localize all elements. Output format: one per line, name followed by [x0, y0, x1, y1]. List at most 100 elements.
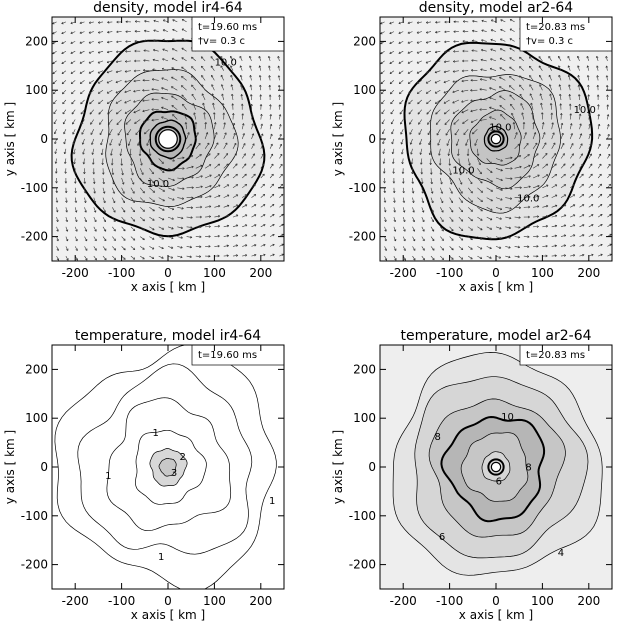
velocity-arrow: [408, 99, 413, 105]
velocity-arrow: [505, 216, 512, 219]
velocity-arrow: [477, 236, 483, 240]
info-line: t=20.83 ms: [526, 22, 585, 33]
velocity-arrow: [102, 236, 107, 241]
velocity-arrow: [559, 94, 562, 101]
panel-4: 4 6 8 10 8 6 t=20.83 ms -200 -100 0 100 200 -200 -100…: [331, 328, 613, 622]
velocity-arrow: [416, 31, 422, 34]
velocity-arrow: [570, 244, 576, 247]
velocity-arrow: [125, 119, 132, 125]
velocity-arrow: [570, 234, 576, 237]
velocity-arrow: [65, 255, 69, 261]
velocity-arrow: [181, 47, 187, 52]
velocity-arrow: [167, 207, 175, 210]
velocity-arrow: [529, 65, 534, 71]
velocity-arrow: [569, 133, 573, 140]
velocity-arrow: [579, 153, 583, 159]
velocity-arrow: [479, 119, 487, 121]
velocity-arrow: [539, 75, 543, 81]
velocity-arrow: [84, 187, 86, 194]
velocity-arrow: [472, 20, 478, 23]
velocity-arrow: [251, 214, 257, 218]
velocity-arrow: [435, 109, 441, 115]
velocity-arrow: [62, 99, 67, 105]
velocity-arrow: [177, 197, 184, 200]
velocity-arrow: [101, 148, 104, 155]
velocity-arrow: [214, 235, 220, 237]
y-tick-label: -200: [349, 558, 376, 572]
velocity-arrow: [161, 77, 169, 81]
velocity-arrow: [89, 109, 95, 115]
velocity-arrow: [70, 70, 76, 74]
velocity-arrow: [384, 207, 386, 213]
velocity-arrow: [477, 187, 483, 193]
velocity-arrow: [139, 177, 145, 185]
velocity-arrow: [214, 132, 218, 140]
velocity-arrow: [139, 207, 145, 212]
velocity-arrow: [195, 154, 202, 159]
x-axis-label: x axis [ km ]: [459, 608, 533, 622]
velocity-arrow: [426, 50, 432, 54]
velocity-arrow: [142, 109, 150, 112]
velocity-arrow: [456, 138, 460, 146]
velocity-arrow: [106, 89, 113, 94]
velocity-arrow: [279, 193, 284, 198]
velocity-arrow: [61, 41, 67, 44]
contour-label: 3: [171, 468, 177, 479]
velocity-arrow: [240, 65, 243, 71]
velocity-arrow: [551, 184, 558, 189]
velocity-arrow: [191, 84, 197, 91]
velocity-arrow: [412, 197, 414, 203]
velocity-arrow: [408, 109, 413, 115]
velocity-arrow: [597, 143, 601, 149]
velocity-arrow: [100, 138, 104, 146]
velocity-arrow: [186, 132, 190, 140]
panel-3: 1 1 1 1 23 t=19.60 ms -200 -100 0 100 200 -200 -100 0…: [3, 328, 285, 622]
velocity-arrow: [171, 57, 178, 62]
velocity-arrow: [440, 226, 444, 232]
velocity-arrow: [65, 217, 68, 222]
contour-label: 4: [558, 548, 564, 559]
velocity-arrow: [500, 48, 506, 52]
velocity-arrow: [579, 254, 585, 257]
velocity-arrow: [130, 226, 136, 231]
velocity-arrow: [449, 168, 452, 176]
velocity-arrow: [251, 173, 256, 179]
x-axis-label: x axis [ km ]: [131, 608, 205, 622]
velocity-arrow: [172, 38, 178, 42]
velocity-arrow: [579, 183, 584, 189]
velocity-arrow: [121, 207, 126, 213]
velocity-arrow: [443, 80, 450, 83]
velocity-arrow: [112, 168, 114, 175]
velocity-arrow: [135, 129, 141, 135]
velocity-arrow: [467, 177, 473, 185]
velocity-arrow: [588, 153, 592, 159]
velocity-arrow: [93, 236, 97, 242]
velocity-arrow: [98, 50, 104, 54]
panel-2: 10.0 10.0 10.0 10.0 t=20.83 ms †v= 0.3 c -200 -…: [331, 0, 613, 294]
velocity-arrow: [214, 142, 219, 149]
velocity-arrow: [523, 196, 531, 198]
velocity-arrow: [579, 163, 584, 169]
velocity-arrow: [588, 114, 590, 120]
velocity-arrow: [269, 133, 273, 140]
velocity-arrow: [596, 65, 599, 71]
velocity-arrow: [107, 99, 113, 104]
velocity-arrow: [398, 70, 404, 74]
velocity-arrow: [63, 119, 67, 125]
velocity-arrow: [74, 197, 77, 203]
velocity-arrow: [569, 173, 575, 179]
velocity-arrow: [597, 193, 603, 198]
velocity-arrow: [597, 124, 600, 130]
velocity-arrow: [279, 163, 283, 169]
velocity-arrow: [192, 103, 197, 110]
velocity-arrow: [514, 246, 520, 248]
velocity-arrow: [240, 75, 243, 81]
velocity-arrow: [467, 187, 473, 194]
velocity-arrow: [135, 21, 141, 23]
velocity-arrow: [186, 236, 193, 238]
velocity-arrow: [186, 255, 192, 258]
velocity-arrow: [260, 194, 265, 198]
velocity-arrow: [149, 226, 155, 231]
velocity-arrow: [158, 226, 164, 230]
